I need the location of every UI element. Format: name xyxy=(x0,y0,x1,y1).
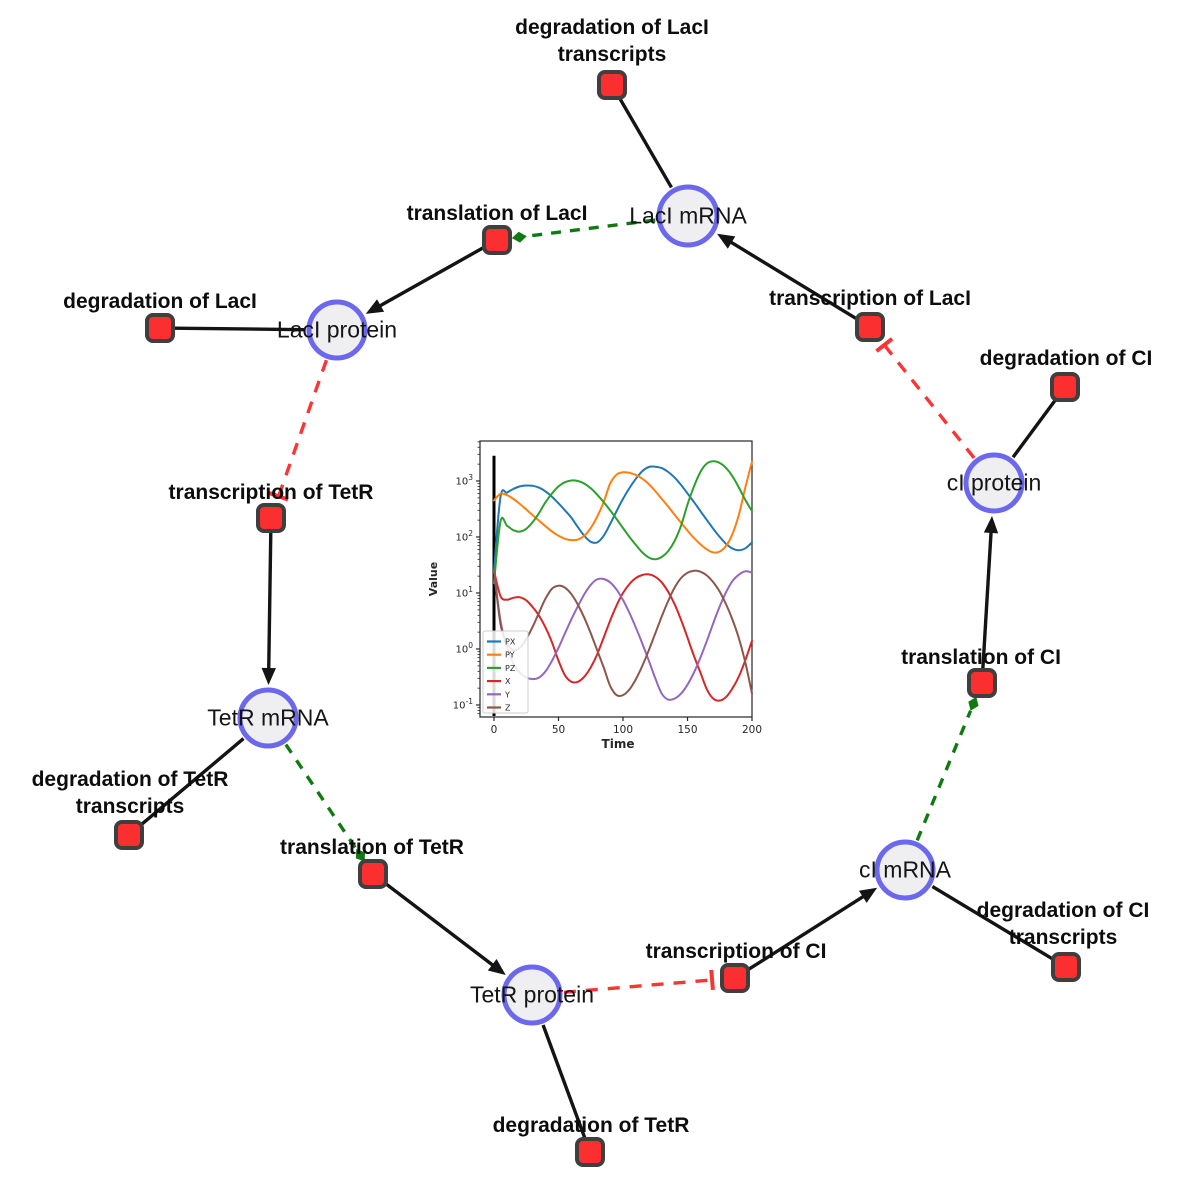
edge-inhibition-ci-protein-transcription-laci xyxy=(875,337,976,460)
y-tick-label: 103 xyxy=(455,473,473,488)
edge-line-laci-protein-deg-laci xyxy=(173,326,306,332)
legend-label-PZ: PZ xyxy=(505,664,516,673)
legend-label-PX: PX xyxy=(505,638,516,647)
edge-arrow-translation-ci-ci-protein xyxy=(981,515,999,670)
reaction-node-deg-laci-transcripts[interactable] xyxy=(597,70,627,100)
legend-label-X: X xyxy=(505,677,511,686)
y-axis-label: Value xyxy=(427,562,440,596)
chart-legend: PX PY PZ XYZ xyxy=(482,630,529,714)
edge-inhibition-laci-protein-transcription-tetr xyxy=(268,359,329,502)
edge-line-ci-protein-deg-ci xyxy=(1011,397,1059,459)
reaction-node-translation-ci[interactable] xyxy=(967,668,997,698)
series-curve-PY xyxy=(493,460,753,554)
reaction-node-translation-tetr[interactable] xyxy=(358,859,388,889)
reaction-node-deg-tetr[interactable] xyxy=(575,1137,605,1167)
reaction-node-transcription-laci[interactable] xyxy=(855,312,885,342)
x-axis-label: Time xyxy=(602,737,635,751)
series-curve-PX xyxy=(493,465,753,572)
edge-arrow-transcription-ci-ci-mrna xyxy=(745,887,878,972)
series-curve-PZ xyxy=(493,460,753,585)
edge-modifier-ci-mrna-translation-ci xyxy=(915,696,979,842)
reaction-node-deg-ci-transcripts[interactable] xyxy=(1051,952,1081,982)
edge-arrow-translation-laci-laci-protein xyxy=(365,245,486,314)
series-curve-Z xyxy=(493,569,753,698)
x-tick-label: 100 xyxy=(613,724,633,736)
y-tick-label: 102 xyxy=(455,529,473,544)
series-curve-X xyxy=(493,569,753,702)
species-node-ci-protein[interactable] xyxy=(963,452,1025,514)
x-tick-label: 50 xyxy=(552,724,565,736)
legend-label-Z: Z xyxy=(505,704,511,713)
y-tick-label: 10-1 xyxy=(453,697,473,712)
reaction-node-deg-tetr-transcripts[interactable] xyxy=(114,820,144,850)
legend-label-Y: Y xyxy=(504,690,510,699)
edge-modifier-tetr-mrna-translation-tetr xyxy=(284,743,365,862)
x-tick-label: 150 xyxy=(677,724,697,736)
edge-inhibition-tetr-protein-transcription-ci xyxy=(563,969,715,995)
edge-arrow-translation-tetr-tetr-protein xyxy=(383,881,506,976)
edge-arrow-transcription-laci-laci-mrna xyxy=(717,233,859,322)
y-tick-label: 100 xyxy=(455,641,473,656)
x-tick-label: 0 xyxy=(491,724,498,736)
species-node-tetr-protein[interactable] xyxy=(501,964,563,1026)
species-node-ci-mrna[interactable] xyxy=(874,839,936,901)
series-curve-Y xyxy=(493,569,753,701)
edge-modifier-laci-mrna-translation-laci xyxy=(511,218,656,243)
species-node-tetr-mrna[interactable] xyxy=(237,687,299,749)
species-node-laci-protein[interactable] xyxy=(306,299,368,361)
reaction-node-deg-laci[interactable] xyxy=(145,313,175,343)
reaction-node-deg-ci[interactable] xyxy=(1050,372,1080,402)
legend-frame xyxy=(482,630,529,714)
legend-label-PY: PY xyxy=(505,651,515,660)
reaction-node-transcription-tetr[interactable] xyxy=(256,503,286,533)
reaction-node-translation-laci[interactable] xyxy=(482,225,512,255)
species-node-laci-mrna[interactable] xyxy=(656,184,720,248)
y-tick-label: 101 xyxy=(455,585,473,600)
edge-line-tetr-protein-deg-tetr xyxy=(541,1024,587,1140)
edge-arrow-transcription-tetr-tetr-mrna xyxy=(261,531,276,686)
x-tick-label: 200 xyxy=(742,724,762,736)
reaction-node-transcription-ci[interactable] xyxy=(720,963,750,993)
edge-line-tetr-mrna-deg-tetr-transcripts xyxy=(138,737,245,828)
edge-line-deg-laci-transcripts-laci-mrna xyxy=(617,96,673,189)
simulation-chart-panel: 10-1 100 101 102 103 0 50 100 150 200 Time Value PX P… xyxy=(425,428,781,780)
edge-line-ci-mrna-deg-ci-transcripts xyxy=(931,885,1055,962)
